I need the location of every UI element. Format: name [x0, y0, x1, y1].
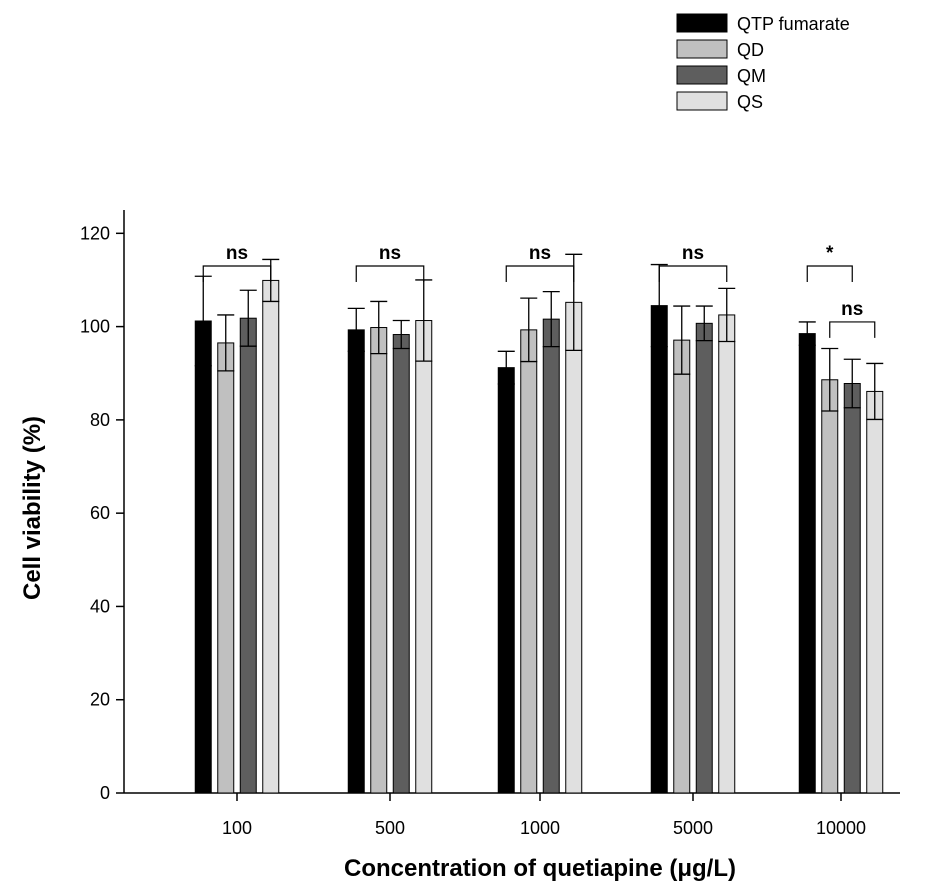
legend-swatch: [676, 91, 728, 111]
bar: [821, 379, 839, 794]
bar: [347, 329, 365, 794]
bar: [370, 327, 388, 794]
legend-label: QM: [737, 66, 766, 86]
legend-swatch: [676, 65, 728, 85]
significance-label: ns: [682, 243, 704, 264]
bar: [520, 329, 538, 794]
y-tick-label: 80: [90, 410, 110, 430]
bar: [798, 333, 816, 794]
bar: [866, 390, 884, 794]
significance-bracket: [355, 265, 425, 282]
bar: [542, 318, 560, 794]
y-tick-label: 40: [90, 596, 110, 616]
y-tick-label: 0: [100, 783, 110, 803]
legend-swatch: [676, 39, 728, 59]
bar: [392, 334, 410, 794]
bar: [673, 339, 691, 794]
y-tick-label: 20: [90, 690, 110, 710]
significance-bracket: [505, 265, 575, 282]
significance-label: ns: [841, 299, 863, 320]
bar: [843, 383, 861, 794]
x-tick-label: 5000: [673, 818, 713, 838]
bar: [239, 317, 257, 794]
bar: [565, 301, 583, 794]
bar: [497, 367, 515, 794]
bar: [415, 320, 433, 794]
x-tick-label: 1000: [520, 818, 560, 838]
y-tick-label: 100: [80, 317, 110, 337]
x-tick-label: 500: [375, 818, 405, 838]
significance-bracket: [202, 265, 272, 282]
y-axis-title: Cell viability (%): [19, 416, 46, 600]
bar: [217, 342, 235, 794]
y-tick-label: 60: [90, 503, 110, 523]
significance-label: ns: [379, 243, 401, 264]
x-axis-title: Concentration of quetiapine (μg/L): [344, 855, 736, 882]
bar: [718, 314, 736, 794]
significance-label: ns: [226, 243, 248, 264]
significance-bracket: [829, 321, 876, 338]
significance-bracket: [806, 265, 853, 282]
bar: [650, 305, 668, 794]
bar: [194, 320, 212, 794]
legend-label: QD: [737, 40, 764, 60]
legend-label: QS: [737, 92, 763, 112]
x-tick-label: 10000: [816, 818, 866, 838]
y-tick-label: 120: [80, 223, 110, 243]
legend-label: QTP fumarate: [737, 14, 850, 34]
significance-label: ns: [529, 243, 551, 264]
bar: [695, 322, 713, 794]
legend-swatch: [676, 13, 728, 33]
bar: [262, 279, 280, 794]
x-tick-label: 100: [222, 818, 252, 838]
significance-label: *: [826, 243, 834, 264]
significance-bracket: [658, 265, 728, 282]
